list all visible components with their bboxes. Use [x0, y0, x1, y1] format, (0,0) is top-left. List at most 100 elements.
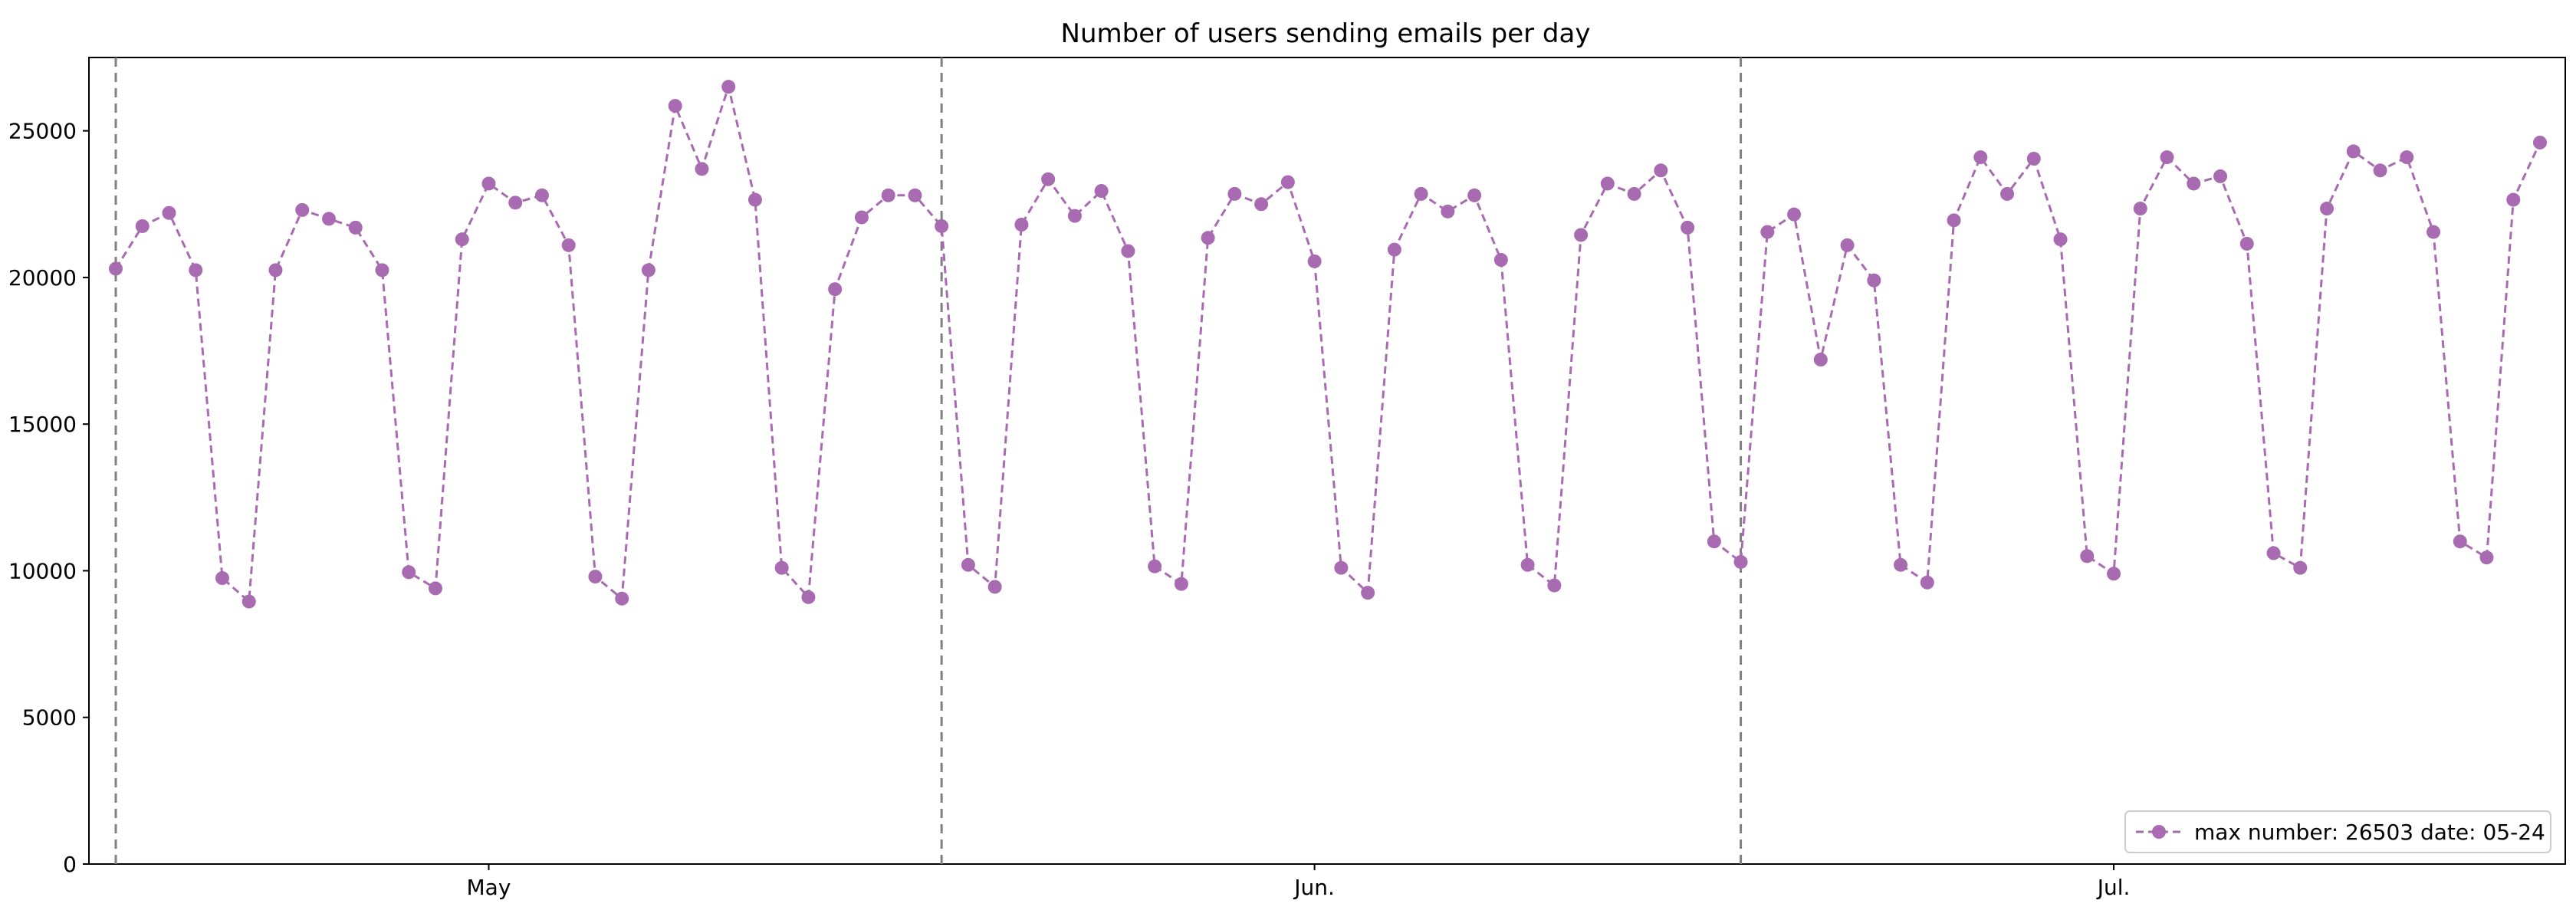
data-point [135, 219, 150, 233]
data-point [508, 196, 523, 210]
data-point [2213, 169, 2228, 183]
data-point [987, 580, 1002, 594]
legend: max number: 26503 date: 05-24 [2124, 810, 2551, 853]
data-point [455, 232, 469, 247]
data-point [1493, 252, 1508, 267]
data-point [774, 560, 789, 575]
data-point [1094, 184, 1109, 199]
data-point [2479, 550, 2494, 565]
data-point [534, 188, 549, 202]
data-point [641, 263, 656, 278]
data-point [1307, 254, 1322, 268]
data-point [321, 212, 336, 226]
plot-frame [88, 57, 2566, 865]
data-point [1387, 242, 1401, 257]
y-tick-label: 10000 [8, 558, 77, 583]
data-point [2506, 192, 2521, 207]
data-point [1414, 186, 1428, 201]
data-point [748, 192, 762, 207]
data-point [428, 581, 442, 596]
data-point [2533, 135, 2547, 150]
data-point [1254, 197, 1269, 212]
data-point [668, 99, 682, 113]
data-point [1947, 213, 1961, 228]
y-tick-label: 0 [63, 852, 77, 877]
data-point [1148, 559, 1162, 573]
data-point [1707, 534, 1721, 549]
data-point [1920, 575, 1934, 590]
data-point [1547, 578, 1562, 593]
data-point [908, 188, 922, 202]
data-point [695, 162, 709, 176]
data-point [1467, 188, 1482, 202]
data-point [1201, 231, 1215, 245]
data-point [189, 263, 203, 278]
data-point [828, 282, 843, 297]
data-point [1787, 207, 1802, 222]
data-point [2187, 176, 2201, 191]
data-point [1361, 586, 1375, 600]
data-point [1441, 204, 1455, 219]
data-point [1681, 220, 1695, 235]
data-point [2133, 202, 2147, 216]
data-point [295, 202, 310, 217]
y-tick-label: 5000 [22, 705, 77, 731]
data-point [1867, 273, 1881, 288]
data-point [2053, 232, 2068, 247]
data-point [1813, 353, 1828, 367]
data-point [2346, 144, 2361, 159]
data-point [348, 220, 363, 235]
legend-label: max number: 26503 date: 05-24 [2194, 820, 2545, 845]
data-point [109, 261, 123, 276]
data-point [162, 205, 176, 220]
data-point [2293, 560, 2308, 575]
data-point [2400, 150, 2414, 165]
data-point [2160, 150, 2174, 165]
data-point [1574, 228, 1589, 242]
y-tick-label: 15000 [8, 412, 77, 437]
data-point [1627, 186, 1641, 201]
data-point [561, 238, 576, 252]
data-point [721, 80, 736, 94]
data-point [1280, 175, 1295, 189]
data-point [961, 557, 975, 572]
data-point [1121, 244, 1135, 258]
data-point [2239, 236, 2254, 251]
x-tick-label: Jul. [2096, 875, 2131, 900]
data-point [1760, 225, 1775, 239]
x-tick-label: Jun. [1293, 875, 1335, 900]
y-tick-label: 20000 [8, 265, 77, 291]
data-point [1520, 557, 1535, 572]
data-point [1733, 554, 1748, 569]
data-point [1840, 238, 1855, 252]
data-point [375, 263, 389, 278]
data-point [615, 591, 629, 606]
data-point [2107, 567, 2121, 581]
data-point [1600, 176, 1615, 191]
data-point [1654, 163, 1668, 178]
data-point [215, 571, 229, 586]
data-point [1041, 172, 1056, 186]
month-boundary-lines [114, 58, 1743, 864]
data-point [2453, 534, 2467, 549]
data-point [1973, 150, 1988, 165]
data-point [2426, 225, 2441, 239]
data-point [588, 570, 603, 584]
data-point [2266, 546, 2281, 560]
data-point [481, 176, 496, 191]
legend-box [2124, 810, 2551, 853]
data-point [881, 188, 895, 202]
data-point [1174, 577, 1188, 591]
data-point [402, 565, 416, 580]
data-point [268, 263, 283, 278]
series-layer [109, 80, 2547, 609]
data-point [935, 219, 949, 233]
data-point [2080, 549, 2095, 564]
data-point [1894, 557, 1908, 572]
data-point [2320, 202, 2334, 216]
data-point [1014, 218, 1029, 232]
x-tick-label: May [467, 875, 511, 900]
y-axis: 0 5000 10000 15000 20000 25000 [8, 119, 89, 877]
data-point [1334, 560, 1349, 575]
